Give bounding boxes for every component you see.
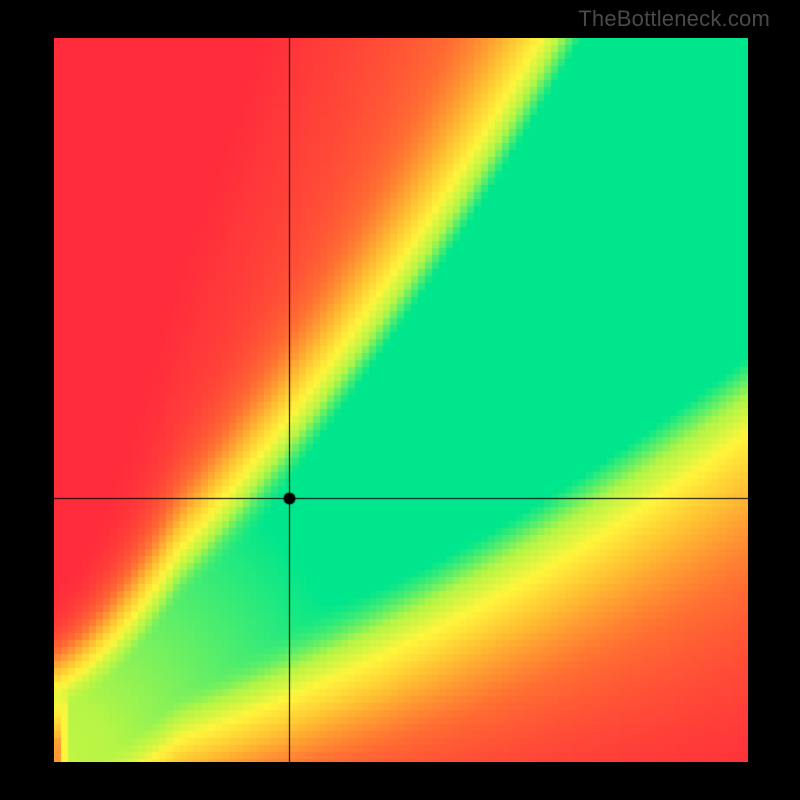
bottleneck-heatmap <box>54 38 748 762</box>
watermark-text: TheBottleneck.com <box>578 6 770 32</box>
chart-container: TheBottleneck.com <box>0 0 800 800</box>
